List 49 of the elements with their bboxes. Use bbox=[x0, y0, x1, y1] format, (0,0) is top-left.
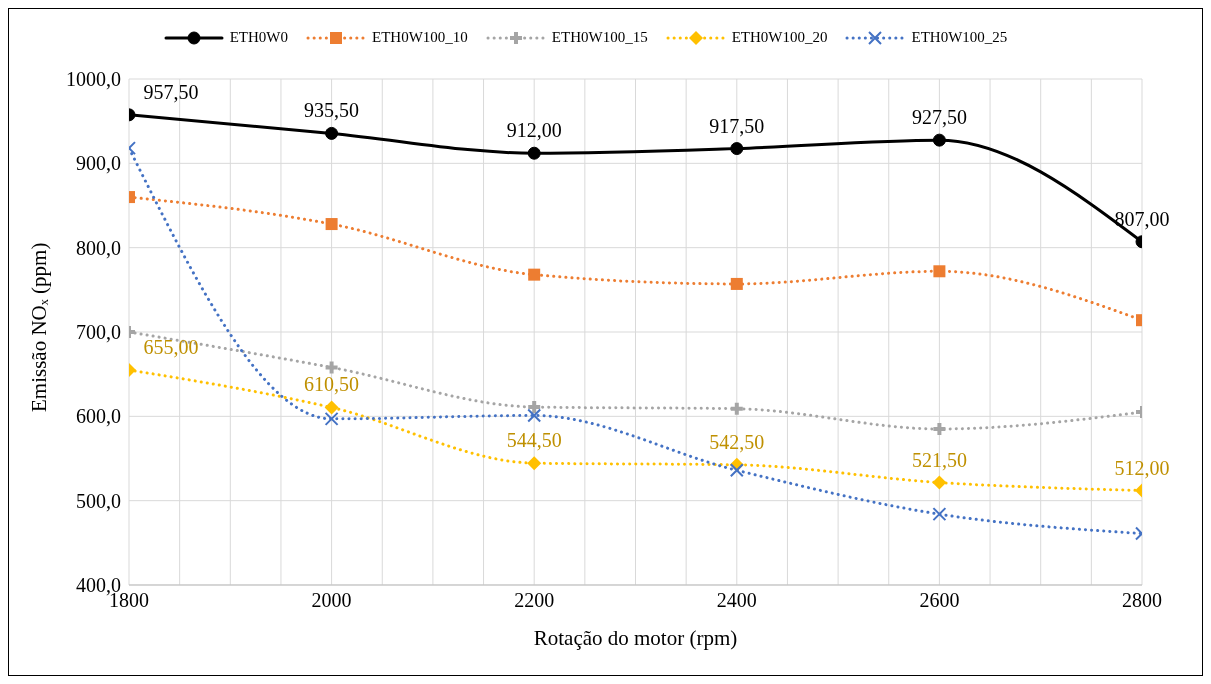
point bbox=[730, 277, 743, 290]
point bbox=[933, 422, 946, 435]
point bbox=[730, 402, 743, 415]
y-axis-title: Emissão NOₓ (ppm) bbox=[27, 242, 52, 412]
point bbox=[325, 126, 339, 140]
data-label: 542,50 bbox=[709, 430, 765, 453]
point bbox=[527, 408, 542, 423]
point bbox=[527, 456, 542, 471]
point bbox=[324, 400, 339, 415]
legend-label: ETH0W100_10 bbox=[371, 29, 468, 46]
data-label: 655,00 bbox=[143, 335, 199, 358]
point bbox=[528, 268, 541, 281]
y-tick-label: 500,0 bbox=[76, 489, 121, 512]
point bbox=[325, 361, 338, 374]
x-axis-title: Rotação do motor (rpm) bbox=[533, 626, 738, 650]
data-label: 935,50 bbox=[304, 99, 360, 122]
point bbox=[932, 475, 947, 490]
point bbox=[932, 133, 946, 147]
legend-label: ETH0W0 bbox=[228, 29, 288, 46]
data-label: 917,50 bbox=[709, 114, 765, 137]
point bbox=[932, 507, 947, 522]
point bbox=[325, 218, 338, 231]
y-tick-label: 600,0 bbox=[76, 405, 121, 428]
data-label: 610,50 bbox=[304, 373, 360, 396]
point bbox=[933, 265, 946, 278]
data-label: 512,00 bbox=[1114, 456, 1170, 479]
y-tick-label: 800,0 bbox=[76, 236, 121, 259]
data-label: 521,50 bbox=[911, 448, 967, 471]
point bbox=[528, 401, 541, 414]
point bbox=[729, 463, 744, 478]
data-label: 912,00 bbox=[506, 119, 562, 142]
x-tick-label: 2800 bbox=[1122, 589, 1162, 612]
y-tick-label: 900,0 bbox=[76, 152, 121, 175]
x-tick-label: 2000 bbox=[311, 589, 352, 612]
legend-label: ETH0W100_15 bbox=[550, 29, 648, 46]
point bbox=[730, 142, 744, 156]
legend-label: ETH0W100_25 bbox=[910, 29, 1008, 46]
x-tick-label: 2400 bbox=[716, 589, 757, 612]
point bbox=[527, 146, 541, 160]
x-tick-label: 2200 bbox=[514, 589, 555, 612]
x-tick-label: 2600 bbox=[919, 589, 960, 612]
point bbox=[324, 411, 339, 426]
legend-label: ETH0W100_20 bbox=[730, 29, 828, 46]
data-label: 957,50 bbox=[143, 80, 199, 103]
y-tick-label: 1000,0 bbox=[66, 68, 121, 91]
data-label: 544,50 bbox=[506, 429, 562, 452]
data-label: 927,50 bbox=[911, 106, 967, 129]
data-label: 807,00 bbox=[1114, 207, 1170, 230]
y-tick-label: 700,0 bbox=[76, 321, 121, 344]
